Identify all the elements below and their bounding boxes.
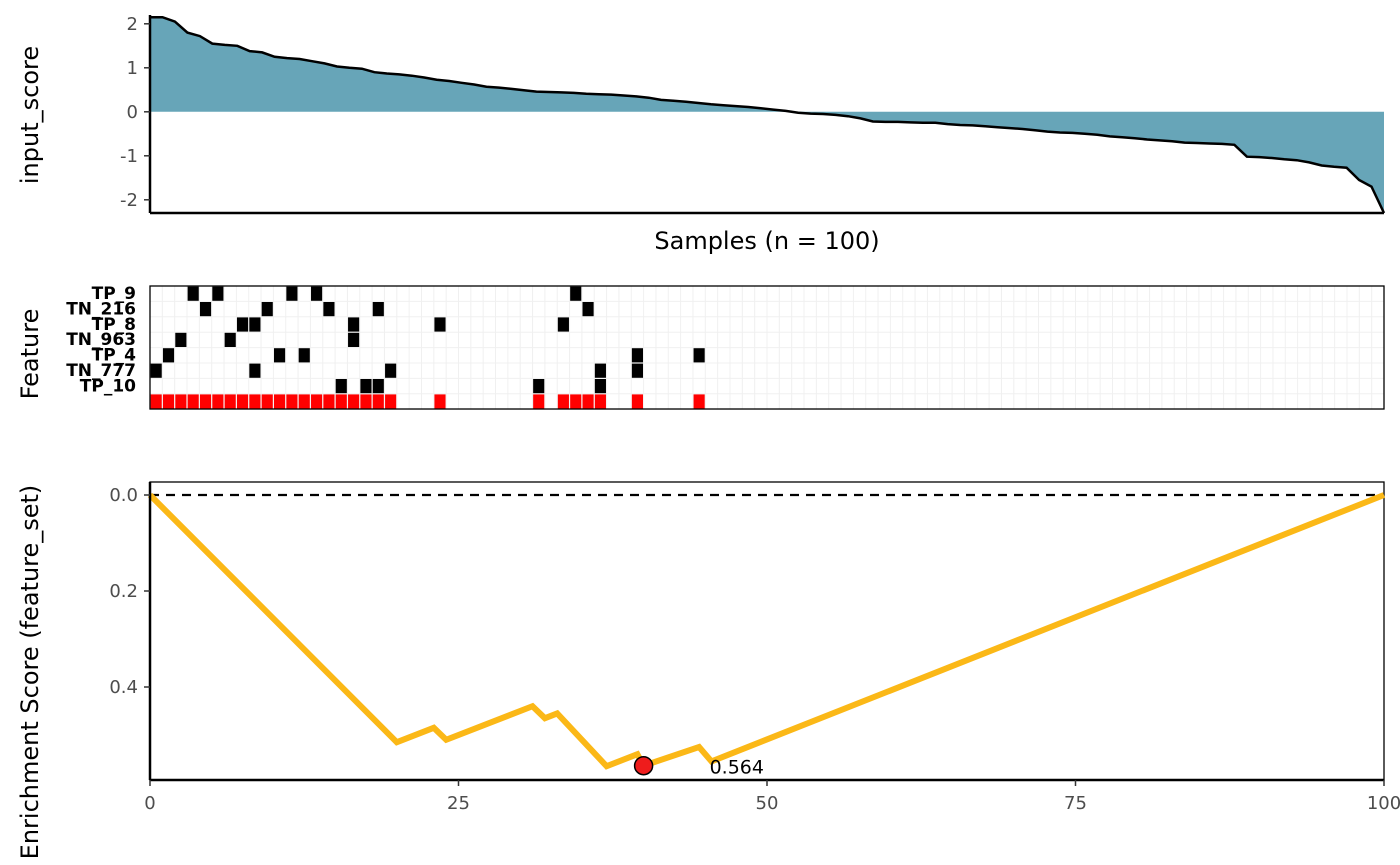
heatmap-cell (693, 348, 705, 363)
heatmap-cell (360, 379, 372, 394)
heatmap-cell (570, 286, 582, 301)
heatmap-cell (199, 302, 212, 317)
score-y-tick-label: -2 (120, 190, 138, 211)
score-area (150, 17, 1384, 214)
heatmap-cell (582, 302, 594, 317)
samples-xlabel: Samples (n = 100) (654, 227, 879, 255)
heatmap-cell (249, 363, 261, 378)
es-y-tick-label: 0.4 (109, 677, 138, 698)
enrichment-score-panel: 0.564 0.0 0.2 0.4 0 25 50 75 100 (109, 481, 1400, 814)
feature-ylabel: Feature (16, 309, 44, 400)
heatmap-cell (594, 379, 606, 394)
heatmap-cell (631, 348, 643, 363)
heatmap-border (149, 285, 1385, 410)
score-y-tick-label: 1 (127, 58, 138, 79)
feature-label: TP_10 (80, 376, 136, 396)
heatmap-cell (533, 394, 545, 409)
es-x-tick-label: 0 (144, 793, 155, 814)
feature-label: TN_777 (66, 361, 136, 381)
heatmap-cell (249, 394, 261, 409)
heatmap-cell (224, 332, 236, 347)
feature-label: TN_216 (66, 299, 136, 319)
feature-label: TN_963 (66, 330, 136, 350)
feature-label: TP_8 (92, 315, 136, 335)
heatmap-cell (434, 394, 446, 409)
es-peak-point (633, 755, 654, 776)
es-y-tick-label: 0.2 (109, 581, 138, 602)
heatmap-cell (335, 379, 347, 394)
heatmap-cell (311, 394, 323, 409)
es-x-tick-label: 25 (447, 793, 470, 814)
heatmap-cell (570, 394, 582, 409)
heatmap-cell (162, 394, 175, 409)
heatmap-cell (286, 394, 298, 409)
es-line (147, 492, 1386, 770)
es-x-tick-label: 75 (1064, 793, 1087, 814)
heatmap-cell (348, 317, 360, 332)
input-score-ylabel: input_score (16, 46, 44, 184)
heatmap-cell (631, 394, 643, 409)
heatmap-cell (631, 363, 643, 378)
heatmap-cell (199, 394, 212, 409)
feature-label: TP_9 (92, 284, 136, 304)
heatmap-cell (224, 394, 236, 409)
heatmap-cell (286, 286, 298, 301)
score-y-tick-label: 2 (127, 14, 138, 35)
heatmap-cell (323, 394, 335, 409)
heatmap-cell (594, 363, 606, 378)
heatmap-cell (187, 286, 199, 301)
enrichment-score-ylabel: Enrichment Score (feature_set) (16, 485, 44, 860)
heatmap-cell (557, 394, 569, 409)
heatmap-cell (335, 394, 347, 409)
heatmap-cell (348, 332, 360, 347)
heatmap-cell (360, 394, 372, 409)
heatmap-cell (298, 348, 310, 363)
heatmap-cell (372, 394, 384, 409)
heatmap-cell (249, 317, 261, 332)
heatmap-cell (372, 302, 384, 317)
heatmap-cell (175, 394, 187, 409)
heatmap-cell (385, 394, 397, 409)
es-x-tick-label: 50 (756, 793, 779, 814)
heatmap-cell (212, 394, 224, 409)
heatmap-cell (150, 363, 162, 378)
heatmap-cell (274, 394, 286, 409)
heatmap-cell (311, 286, 323, 301)
heatmap-cell (557, 317, 569, 332)
input-score-panel: 2 1 0 -1 -2 (120, 14, 1386, 215)
es-peak-label: 0.564 (710, 757, 764, 779)
heatmap-cell (236, 317, 249, 332)
score-line (150, 15, 1386, 214)
heatmap-cell (594, 394, 606, 409)
score-y-tick-label: -1 (120, 146, 138, 167)
feature-label: TP_4 (92, 346, 137, 366)
heatmap-cell (323, 302, 335, 317)
heatmap-cell (162, 348, 175, 363)
heatmap-cell (385, 363, 397, 378)
heatmap-cell (348, 394, 360, 409)
heatmap-cell (298, 394, 310, 409)
es-y-tick-label: 0.0 (109, 485, 138, 506)
score-y-tick-label: 0 (127, 102, 138, 123)
heatmap-cell (150, 394, 162, 409)
heatmap-cell (434, 317, 446, 332)
heatmap-cell (693, 394, 705, 409)
heatmap-cell (533, 379, 545, 394)
heatmap-cell (175, 332, 187, 347)
es-panel-border (149, 481, 1385, 781)
heatmap-cell (236, 394, 249, 409)
heatmap-cell (372, 379, 384, 394)
es-x-tick-label: 100 (1367, 793, 1400, 814)
heatmap-cell (261, 302, 273, 317)
heatmap-cell (261, 394, 273, 409)
heatmap-cell (582, 394, 594, 409)
heatmap-cell (212, 286, 224, 301)
heatmap-cell (274, 348, 286, 363)
heatmap-cell (187, 394, 199, 409)
